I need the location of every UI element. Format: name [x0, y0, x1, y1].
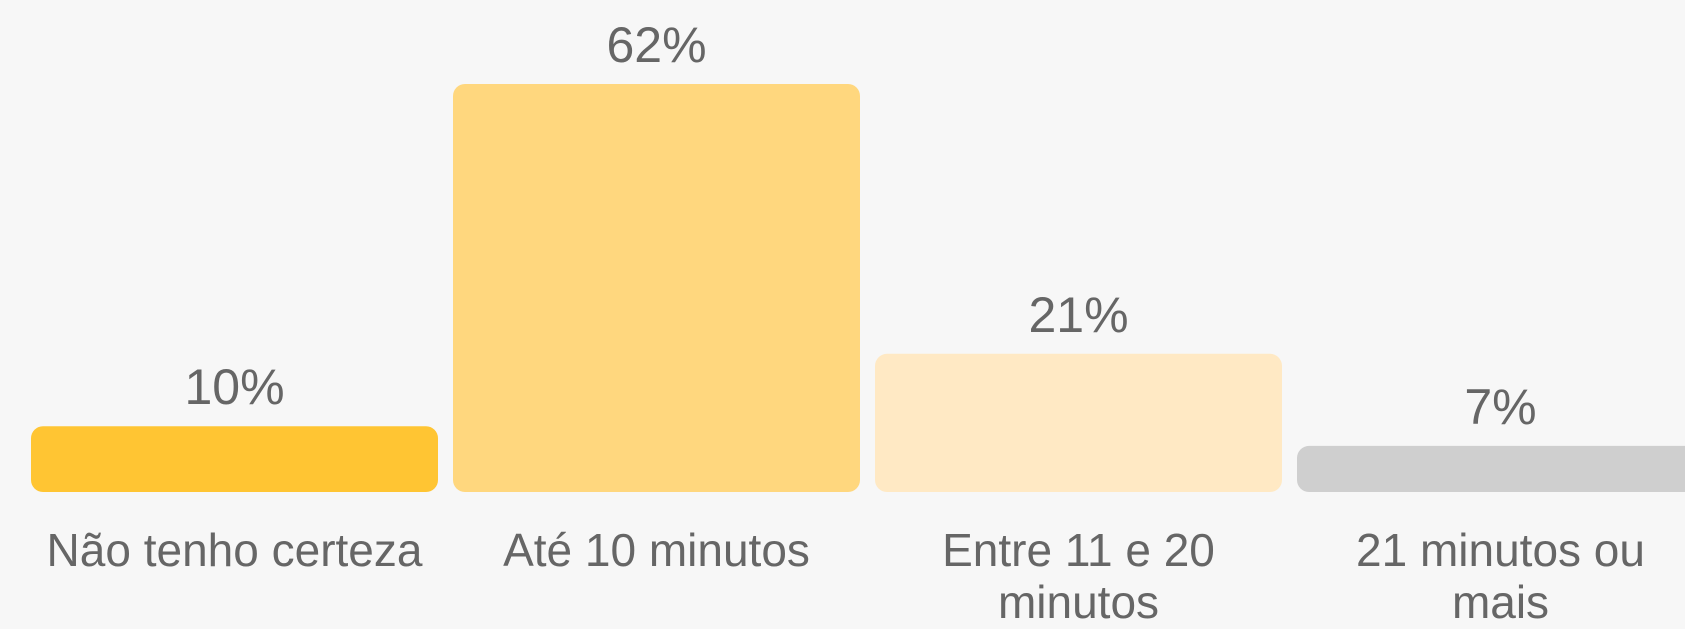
category-label: Até 10 minutos	[503, 524, 810, 576]
bar	[875, 353, 1282, 492]
value-label: 10%	[184, 359, 284, 415]
category-label: Não tenho certeza	[46, 524, 423, 576]
category-label: Entre 11 e 20 minutos	[942, 524, 1215, 628]
bar	[31, 426, 438, 492]
value-label: 62%	[606, 17, 706, 73]
bar	[453, 84, 860, 492]
category-label: 21 minutos ou mais	[1356, 524, 1645, 628]
bar	[1297, 445, 1685, 492]
value-label: 21%	[1028, 287, 1128, 343]
value-label: 7%	[1464, 379, 1536, 435]
